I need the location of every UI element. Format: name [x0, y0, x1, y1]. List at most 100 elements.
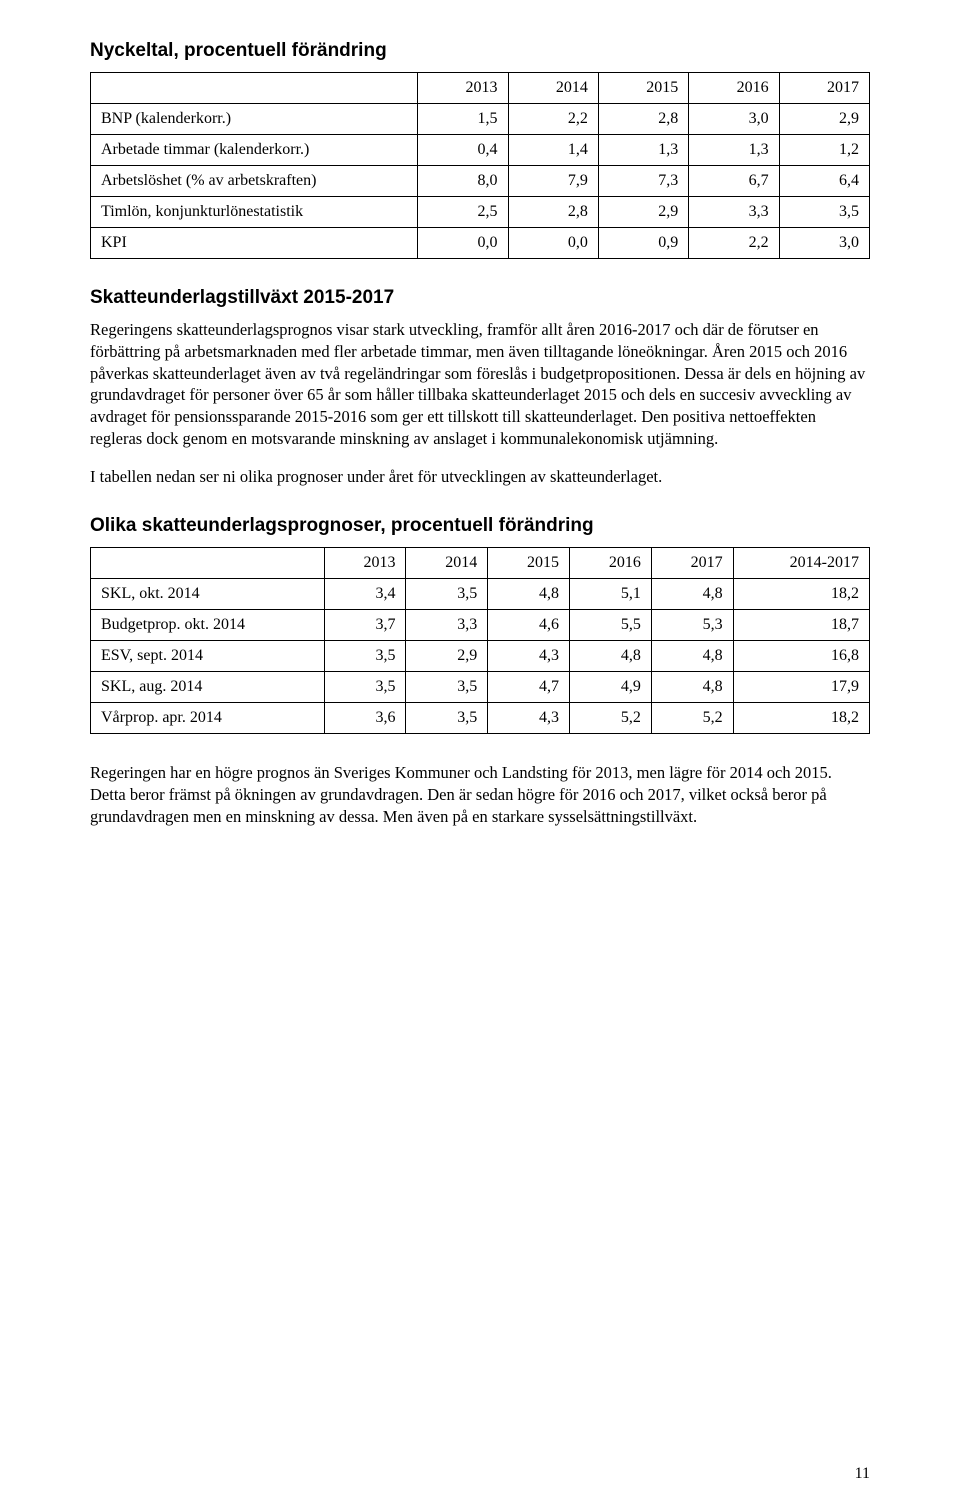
- table-cell: 3,6: [324, 703, 406, 734]
- table-cell: 0,9: [598, 228, 688, 259]
- table-cell: 4,8: [651, 672, 733, 703]
- table-cell: 7,9: [508, 166, 598, 197]
- table-cell: 4,7: [488, 672, 570, 703]
- table-cell: 18,2: [733, 579, 869, 610]
- table-cell: 5,3: [651, 610, 733, 641]
- table2-header-cell: 2013: [324, 548, 406, 579]
- table1-header-row: 20132014201520162017: [91, 73, 870, 104]
- table-cell: 1,3: [598, 135, 688, 166]
- table1-title: Nyckeltal, procentuell förändring: [90, 40, 870, 62]
- table-cell: 3,4: [324, 579, 406, 610]
- table1-header-cell: 2016: [689, 73, 779, 104]
- table-cell: 4,8: [570, 641, 652, 672]
- table-cell: 18,2: [733, 703, 869, 734]
- table-row: Budgetprop. okt. 20143,73,34,65,55,318,7: [91, 610, 870, 641]
- table1-header-cell: [91, 73, 418, 104]
- table-cell: 1,4: [508, 135, 598, 166]
- table-row: BNP (kalenderkorr.)1,52,22,83,02,9: [91, 104, 870, 135]
- paragraph-2: I tabellen nedan ser ni olika prognoser …: [90, 466, 870, 488]
- table-cell: Arbetslöshet (% av arbetskraften): [91, 166, 418, 197]
- table-cell: 3,0: [689, 104, 779, 135]
- table-cell: 5,2: [570, 703, 652, 734]
- table-cell: 2,9: [406, 641, 488, 672]
- table-row: SKL, okt. 20143,43,54,85,14,818,2: [91, 579, 870, 610]
- table-cell: 5,5: [570, 610, 652, 641]
- table-cell: 1,5: [418, 104, 508, 135]
- table-cell: BNP (kalenderkorr.): [91, 104, 418, 135]
- table-cell: 18,7: [733, 610, 869, 641]
- table-cell: 2,8: [508, 197, 598, 228]
- table-row: KPI0,00,00,92,23,0: [91, 228, 870, 259]
- table2-header-cell: 2016: [570, 548, 652, 579]
- table-cell: 3,5: [324, 641, 406, 672]
- table-cell: 0,4: [418, 135, 508, 166]
- table2-header-cell: 2015: [488, 548, 570, 579]
- table-cell: 2,2: [689, 228, 779, 259]
- table-cell: 6,4: [779, 166, 869, 197]
- table-row: Arbetslöshet (% av arbetskraften)8,07,97…: [91, 166, 870, 197]
- table2-header-row: 201320142015201620172014-2017: [91, 548, 870, 579]
- table-cell: 3,5: [779, 197, 869, 228]
- table-cell: 2,5: [418, 197, 508, 228]
- table-cell: 4,9: [570, 672, 652, 703]
- table-cell: 4,8: [651, 641, 733, 672]
- table-cell: SKL, aug. 2014: [91, 672, 325, 703]
- table2: 201320142015201620172014-2017 SKL, okt. …: [90, 547, 870, 734]
- table-cell: 5,2: [651, 703, 733, 734]
- table-cell: 3,0: [779, 228, 869, 259]
- table-row: ESV, sept. 20143,52,94,34,84,816,8: [91, 641, 870, 672]
- table-cell: Arbetade timmar (kalenderkorr.): [91, 135, 418, 166]
- table-cell: 4,8: [488, 579, 570, 610]
- table-cell: 2,2: [508, 104, 598, 135]
- table1: 20132014201520162017 BNP (kalenderkorr.)…: [90, 72, 870, 259]
- table-cell: 4,3: [488, 703, 570, 734]
- table1-header-cell: 2013: [418, 73, 508, 104]
- table2-header-cell: [91, 548, 325, 579]
- table1-header-cell: 2017: [779, 73, 869, 104]
- table-row: SKL, aug. 20143,53,54,74,94,817,9: [91, 672, 870, 703]
- section-title: Skatteunderlagstillväxt 2015-2017: [90, 287, 870, 309]
- table-cell: Timlön, konjunkturlönestatistik: [91, 197, 418, 228]
- table-row: Arbetade timmar (kalenderkorr.)0,41,41,3…: [91, 135, 870, 166]
- table-cell: KPI: [91, 228, 418, 259]
- table1-header-cell: 2014: [508, 73, 598, 104]
- table-cell: 3,7: [324, 610, 406, 641]
- paragraph-1: Regeringens skatteunderlagsprognos visar…: [90, 319, 870, 450]
- table-cell: 0,0: [508, 228, 598, 259]
- table-cell: 3,3: [689, 197, 779, 228]
- table-cell: 2,9: [779, 104, 869, 135]
- table-cell: 1,2: [779, 135, 869, 166]
- table-cell: 17,9: [733, 672, 869, 703]
- table-cell: 8,0: [418, 166, 508, 197]
- paragraph-3: Regeringen har en högre prognos än Sveri…: [90, 762, 870, 827]
- table-cell: 3,3: [406, 610, 488, 641]
- table1-header-cell: 2015: [598, 73, 688, 104]
- table-cell: 4,8: [651, 579, 733, 610]
- table-row: Vårprop. apr. 20143,63,54,35,25,218,2: [91, 703, 870, 734]
- table-cell: 3,5: [406, 703, 488, 734]
- table-cell: 1,3: [689, 135, 779, 166]
- table-cell: 0,0: [418, 228, 508, 259]
- table-cell: 7,3: [598, 166, 688, 197]
- table2-title: Olika skatteunderlagsprognoser, procentu…: [90, 515, 870, 537]
- table-cell: 5,1: [570, 579, 652, 610]
- page: Nyckeltal, procentuell förändring 201320…: [0, 0, 960, 1511]
- table-cell: ESV, sept. 2014: [91, 641, 325, 672]
- table-cell: 4,3: [488, 641, 570, 672]
- table-cell: 3,5: [406, 579, 488, 610]
- table-cell: 4,6: [488, 610, 570, 641]
- table2-header-cell: 2017: [651, 548, 733, 579]
- table-cell: Vårprop. apr. 2014: [91, 703, 325, 734]
- table-row: Timlön, konjunkturlönestatistik2,52,82,9…: [91, 197, 870, 228]
- table-cell: 16,8: [733, 641, 869, 672]
- page-number: 11: [855, 1465, 870, 1483]
- table2-header-cell: 2014-2017: [733, 548, 869, 579]
- table-cell: 3,5: [324, 672, 406, 703]
- table-cell: 2,9: [598, 197, 688, 228]
- table-cell: Budgetprop. okt. 2014: [91, 610, 325, 641]
- table-cell: SKL, okt. 2014: [91, 579, 325, 610]
- table-cell: 3,5: [406, 672, 488, 703]
- table-cell: 6,7: [689, 166, 779, 197]
- table-cell: 2,8: [598, 104, 688, 135]
- table2-header-cell: 2014: [406, 548, 488, 579]
